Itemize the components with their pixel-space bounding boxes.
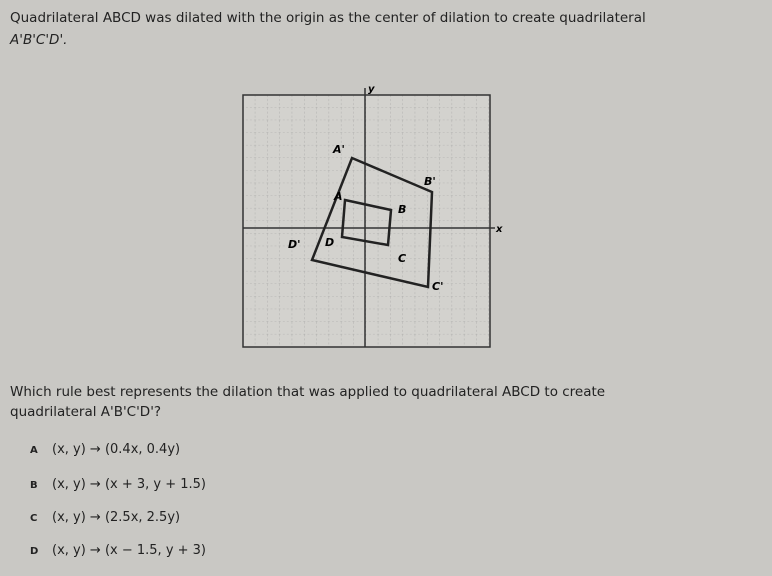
point-label: D xyxy=(325,236,334,249)
preimage-quadrilateral xyxy=(340,198,393,247)
choice-letter: B xyxy=(30,480,38,491)
choice-text: (x, y) → (0.4x, 0.4y) xyxy=(52,442,181,457)
coordinate-graph: x y A' B' C' D' A B C D xyxy=(242,84,503,348)
point-label: D' xyxy=(288,238,301,251)
prompt-line: quadrilateral A'B'C'D'? xyxy=(10,404,162,420)
choice-text: (x, y) → (x − 1.5, y + 3) xyxy=(52,543,207,558)
choice[interactable]: B (x, y) → (x + 3, y + 1.5) xyxy=(30,477,206,492)
choice-letter: C xyxy=(30,513,38,524)
point-label: C' xyxy=(432,280,443,293)
point-label: C xyxy=(398,252,406,265)
choice-letter: A xyxy=(30,445,38,456)
choice-text: (x, y) → (2.5x, 2.5y) xyxy=(52,510,181,525)
prompt-line: Which rule best represents the dilation … xyxy=(10,384,606,400)
choice-text: (x, y) → (x + 3, y + 1.5) xyxy=(52,477,207,492)
point-label: A' xyxy=(332,143,345,156)
point-label: B' xyxy=(424,175,436,188)
choice[interactable]: C (x, y) → (2.5x, 2.5y) xyxy=(30,510,180,525)
choice[interactable]: A (x, y) → (0.4x, 0.4y) xyxy=(30,442,180,457)
choice[interactable]: D (x, y) → (x − 1.5, y + 3) xyxy=(30,543,206,558)
choice-letter: D xyxy=(30,546,39,557)
grid xyxy=(242,94,491,348)
intro-line: A'B'C'D'. xyxy=(10,32,68,48)
intro-line: Quadrilateral ABCD was dilated with the … xyxy=(10,10,646,26)
y-axis-label: y xyxy=(368,84,375,95)
point-label: B xyxy=(398,203,406,216)
x-axis-label: x xyxy=(495,224,503,235)
point-label: A xyxy=(333,190,343,203)
image-quadrilateral xyxy=(310,156,434,289)
